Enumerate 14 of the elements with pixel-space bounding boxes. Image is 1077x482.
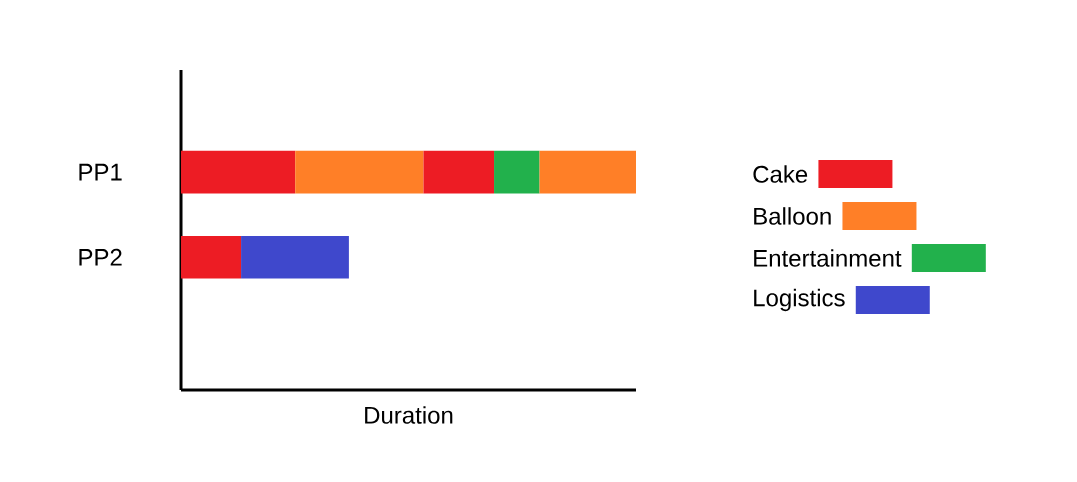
bar: [295, 150, 424, 194]
y-tick-label: PP1: [79, 163, 122, 181]
bar: [241, 235, 349, 279]
y-tick-label: PP2: [79, 248, 122, 266]
bar: [539, 150, 636, 194]
legend-label: Logistics: [754, 288, 845, 312]
legend-label: Entertainment: [754, 249, 902, 267]
x-axis-title: Duration: [365, 406, 453, 424]
legend-label: Cake: [753, 165, 808, 183]
bar: [181, 150, 296, 194]
legend-label: Balloon: [754, 207, 831, 225]
bar: [181, 235, 242, 279]
bar: [494, 150, 540, 194]
bar: [423, 150, 495, 194]
